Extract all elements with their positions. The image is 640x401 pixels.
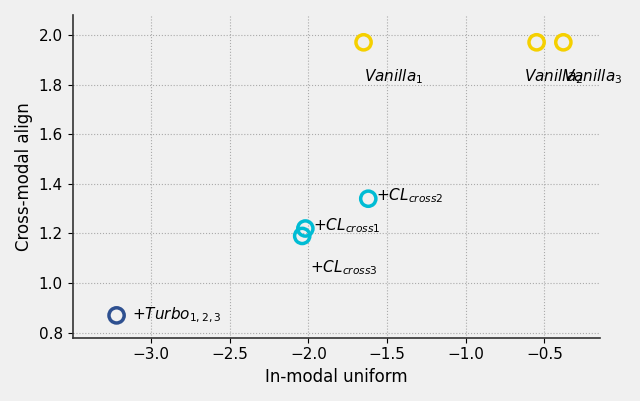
Point [558,39,568,46]
Text: +Turbo$_{1, 2, 3}$: +Turbo$_{1, 2, 3}$ [132,306,222,325]
Text: +CL$_{cross2}$: +CL$_{cross2}$ [376,186,444,205]
Point [358,39,369,46]
Text: +CL$_{cross3}$: +CL$_{cross3}$ [310,258,378,277]
X-axis label: In-modal uniform: In-modal uniform [265,368,407,386]
Point [363,196,373,202]
Text: Vanilla$_3$: Vanilla$_3$ [563,67,623,86]
Text: Vanilla$_1$: Vanilla$_1$ [364,67,423,86]
Point [111,312,122,318]
Point [300,225,310,232]
Point [297,233,307,239]
Y-axis label: Cross-modal align: Cross-modal align [15,102,33,251]
Text: Vanilla$_2$: Vanilla$_2$ [524,67,583,86]
Text: +CL$_{cross1}$: +CL$_{cross1}$ [313,216,381,235]
Point [531,39,541,46]
